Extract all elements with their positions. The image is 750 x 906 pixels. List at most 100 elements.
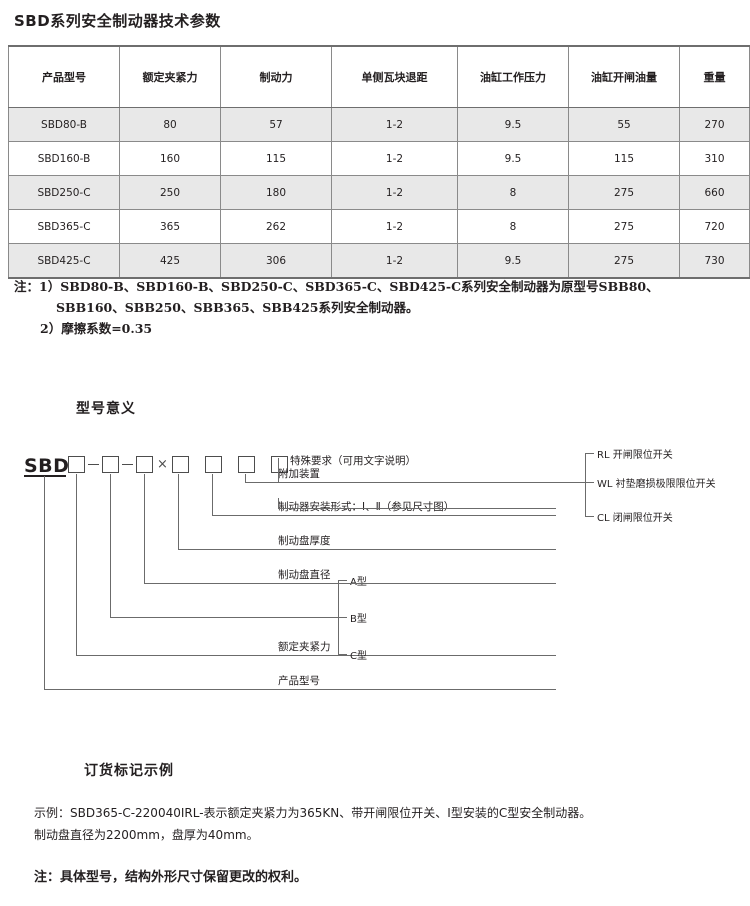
note-line-1: 注：1）SBD80-B、SBD160-B、SBD250-C、SBD365-C、S…: [14, 279, 659, 294]
diagram-label-special: 特殊要求（可用文字说明）: [290, 455, 416, 467]
cell-cylinder-pressure: 9.5: [457, 141, 569, 176]
leader-vline-type: [110, 474, 112, 618]
order-example-line-1: 示例：SBD365-C-220040ⅠRL-表示额定夹紧力为365KN、带开闸限…: [34, 806, 592, 820]
leader-vline-attachment: [245, 474, 247, 483]
diagram-label-disc-thickness: 制动盘厚度: [278, 535, 331, 547]
cell-product-model: SBD425-C: [8, 243, 120, 279]
leader-vline-special-up: [278, 458, 280, 474]
cell-clamp-force: 250: [119, 175, 221, 210]
table-header-row: 产品型号 额定夹紧力 制动力 单侧瓦块退距 油缸工作压力 油缸开闸油量 重量: [8, 45, 750, 108]
cell-cylinder-oil-volume: 275: [568, 175, 680, 210]
cell-pad-retract: 1-2: [331, 175, 458, 210]
model-box-2: [102, 456, 119, 473]
diagram-label-product-model: 产品型号: [278, 675, 320, 687]
cell-weight: 270: [679, 107, 750, 142]
table-row: SBD425-C 425 306 1-2 9.5 275 730: [8, 243, 750, 279]
diagram-label-clamp-force: 额定夹紧力: [278, 641, 331, 653]
cell-pad-retract: 1-2: [331, 107, 458, 142]
section-title-model-designation: 型号意义: [76, 401, 136, 417]
type-branch-tick-a: [338, 580, 347, 582]
column-header-cylinder-pressure: 油缸工作压力: [457, 45, 569, 108]
leader-vline-disc-diameter: [144, 474, 146, 584]
leader-vline-mounting: [212, 474, 214, 516]
diagram-label-attachment: 附加装置: [278, 468, 320, 480]
table-row: SBD80-B 80 57 1-2 9.5 55 270: [8, 107, 750, 142]
table-row: SBD365-C 365 262 1-2 8 275 720: [8, 209, 750, 244]
type-branch-tick-b: [338, 617, 347, 619]
table-notes: 注：1）SBD80-B、SBD160-B、SBD250-C、SBD365-C、S…: [14, 276, 740, 339]
model-box-4: [172, 456, 189, 473]
cell-cylinder-pressure: 9.5: [457, 243, 569, 279]
cell-product-model: SBD160-B: [8, 141, 120, 176]
cell-braking-force: 57: [220, 107, 332, 142]
cell-pad-retract: 1-2: [331, 243, 458, 279]
note-line-3: 2）摩擦系数=0.35: [40, 321, 153, 336]
cell-clamp-force: 425: [119, 243, 221, 279]
cell-product-model: SBD80-B: [8, 107, 120, 142]
cell-weight: 310: [679, 141, 750, 176]
model-designation-diagram: SBD × 产品型号 额定夹紧力 A型 B型 C型 制动盘直径 制动盘厚度 制动…: [0, 440, 750, 710]
type-branch-tick-c: [338, 654, 347, 656]
switch-branch-label-wl: WL 衬垫磨损极限限位开关: [597, 479, 716, 490]
leader-hline-attachment: [245, 482, 585, 484]
table-row: SBD160-B 160 115 1-2 9.5 115 310: [8, 141, 750, 176]
cell-weight: 730: [679, 243, 750, 279]
leader-hline-type: [110, 617, 338, 619]
cell-weight: 660: [679, 175, 750, 210]
diagram-label-mounting: 制动器安装形式：Ⅰ、Ⅱ（参见尺寸图）: [278, 501, 455, 513]
model-box-6: [238, 456, 255, 473]
model-box-5: [205, 456, 222, 473]
column-header-clamp-force: 额定夹紧力: [119, 45, 221, 108]
switch-branch-label-rl: RL 开闸限位开关: [597, 450, 673, 461]
order-example-note: 注：具体型号，结构外形尺寸保留更改的权利。: [34, 870, 308, 885]
model-box-3: [136, 456, 153, 473]
diagram-label-disc-diameter: 制动盘直径: [278, 569, 331, 581]
leader-vline-clamp-force: [76, 474, 78, 656]
cell-cylinder-pressure: 8: [457, 175, 569, 210]
cell-cylinder-pressure: 8: [457, 209, 569, 244]
leader-vline-special-main: [278, 474, 280, 483]
model-prefix-underline: [24, 475, 66, 477]
page-title: SBD系列安全制动器技术参数: [14, 12, 221, 30]
note-line-2: SBB160、SBB250、SBB365、SBB425系列安全制动器。: [56, 300, 419, 315]
type-branch-label-b: B型: [350, 614, 367, 625]
cell-cylinder-pressure: 9.5: [457, 107, 569, 142]
type-branch-label-c: C型: [350, 651, 367, 662]
leader-hline-product-model: [44, 689, 556, 691]
cell-braking-force: 262: [220, 209, 332, 244]
table-row: SBD250-C 250 180 1-2 8 275 660: [8, 175, 750, 210]
cell-pad-retract: 1-2: [331, 141, 458, 176]
cell-cylinder-oil-volume: 115: [568, 141, 680, 176]
order-example-line-2: 制动盘直径为2200mm，盘厚为40mm。: [34, 828, 259, 842]
cell-pad-retract: 1-2: [331, 209, 458, 244]
leader-hline-special: [278, 508, 556, 510]
cell-product-model: SBD250-C: [8, 175, 120, 210]
switch-branch-tick-cl: [585, 516, 594, 518]
model-box-1: [68, 456, 85, 473]
switch-branch-label-cl: CL 闭闸限位开关: [597, 513, 673, 524]
cell-product-model: SBD365-C: [8, 209, 120, 244]
leader-vline-product-model: [44, 476, 46, 690]
model-box-7: [271, 456, 288, 473]
column-header-braking-force: 制动力: [220, 45, 332, 108]
column-header-pad-retract: 单侧瓦块退距: [331, 45, 458, 108]
switch-branch-tick-wl: [585, 482, 594, 484]
leader-vline-special-drop: [278, 498, 280, 509]
model-prefix-label: SBD: [24, 455, 70, 477]
column-header-product-model: 产品型号: [8, 45, 120, 108]
type-branch-label-a: A型: [350, 573, 367, 588]
cell-cylinder-oil-volume: 275: [568, 243, 680, 279]
cell-braking-force: 180: [220, 175, 332, 210]
cell-cylinder-oil-volume: 55: [568, 107, 680, 142]
cell-weight: 720: [679, 209, 750, 244]
cell-braking-force: 115: [220, 141, 332, 176]
leader-hline-disc-diameter: [144, 583, 556, 585]
multiply-icon: ×: [157, 457, 168, 472]
spec-table: 产品型号 额定夹紧力 制动力 单侧瓦块退距 油缸工作压力 油缸开闸油量 重量 S…: [8, 45, 750, 279]
cell-clamp-force: 80: [119, 107, 221, 142]
section-title-order-example: 订货标记示例: [84, 763, 174, 779]
cell-cylinder-oil-volume: 275: [568, 209, 680, 244]
leader-hline-mounting: [212, 515, 556, 517]
model-dash-2: [122, 464, 133, 466]
order-example-body: 示例：SBD365-C-220040ⅠRL-表示额定夹紧力为365KN、带开闸限…: [34, 802, 744, 846]
